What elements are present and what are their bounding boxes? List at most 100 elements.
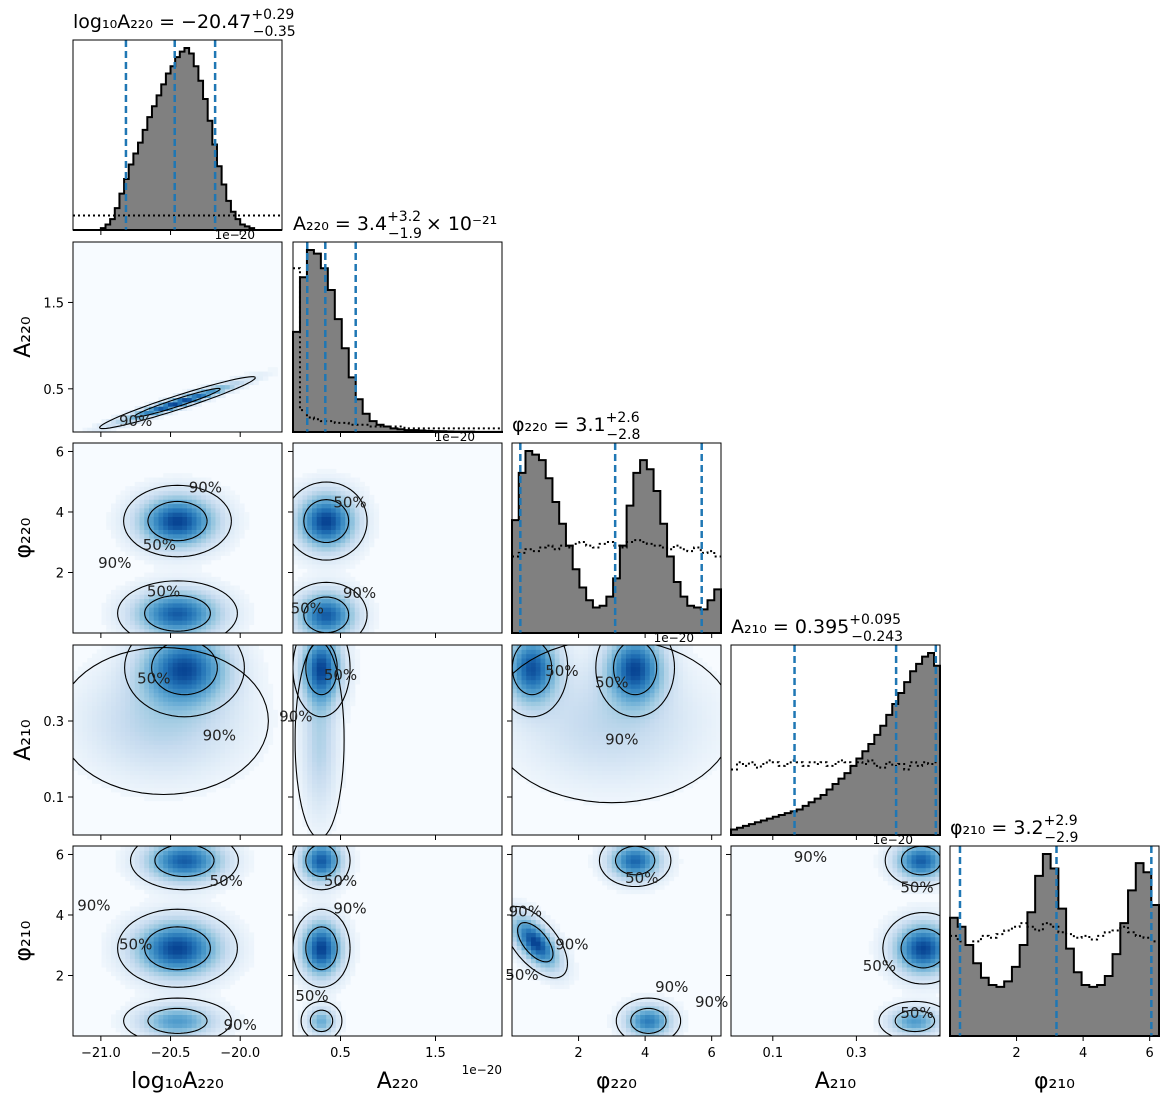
- density-cell: [545, 714, 551, 720]
- density-cell: [364, 598, 370, 604]
- density-cell: [535, 718, 542, 724]
- density-cell: [106, 770, 112, 776]
- density-cell: [196, 696, 202, 702]
- density-cell: [172, 559, 179, 565]
- density-cell: [578, 692, 584, 698]
- density-cell: [244, 744, 250, 750]
- density-cell: [630, 718, 637, 724]
- density-cell: [87, 679, 93, 685]
- density-cell: [158, 714, 164, 720]
- density-cell: [177, 393, 183, 399]
- density-cell: [158, 765, 164, 771]
- density-cell: [77, 731, 84, 737]
- density-cell: [106, 740, 112, 745]
- density-cell: [177, 662, 183, 668]
- density-cell: [215, 679, 221, 685]
- density-cell: [673, 666, 679, 672]
- density-cell: [158, 670, 164, 676]
- density-cell: [177, 701, 183, 707]
- density-cell: [302, 735, 308, 741]
- density-cell: [153, 722, 160, 728]
- density-cell: [130, 701, 136, 707]
- density-cell: [297, 602, 304, 608]
- density-cell: [630, 765, 637, 771]
- density-cell: [134, 598, 141, 604]
- density-cell: [220, 546, 226, 552]
- density-cell: [168, 748, 174, 754]
- density-cell: [210, 692, 217, 698]
- density-cell: [364, 589, 370, 595]
- density-cell: [149, 503, 155, 509]
- density-cell: [316, 783, 323, 789]
- density-cell: [196, 581, 202, 587]
- density-cell: [125, 486, 131, 492]
- density-cell: [645, 701, 651, 707]
- density-cell: [120, 414, 126, 420]
- density-cell: [345, 701, 351, 707]
- density-cell: [611, 735, 618, 741]
- density-cell: [645, 683, 651, 689]
- density-cell: [335, 585, 342, 591]
- density-cell: [645, 735, 651, 741]
- density-cell: [297, 525, 304, 530]
- density-cell: [158, 555, 164, 561]
- density-cell: [182, 666, 188, 672]
- density-cell: [307, 494, 313, 500]
- density-cell: [177, 757, 183, 763]
- density-cell: [512, 744, 518, 750]
- density-cell: [134, 628, 141, 633]
- density-cell: [569, 679, 575, 685]
- density-cell: [630, 774, 637, 780]
- density-cell: [130, 585, 136, 591]
- density-cell: [177, 748, 183, 754]
- density-cell: [239, 765, 245, 771]
- density-cell: [321, 563, 327, 569]
- density-cell: [664, 645, 670, 650]
- density-cell: [225, 662, 231, 668]
- density-cell: [163, 494, 169, 500]
- density-cell: [229, 722, 236, 728]
- density-cell: [139, 670, 145, 676]
- density-cell: [96, 761, 103, 767]
- density-cell: [134, 778, 141, 784]
- posterior-histogram: [73, 47, 282, 231]
- density-cell: [697, 765, 703, 771]
- density-cell: [239, 384, 245, 390]
- density-cell: [607, 774, 613, 780]
- density-cell: [335, 670, 342, 676]
- density-cell: [516, 727, 523, 732]
- density-cell: [654, 757, 660, 763]
- density-cell: [316, 507, 323, 513]
- density-cell: [220, 752, 226, 758]
- density-cell: [316, 538, 323, 543]
- density-cell: [611, 662, 618, 668]
- density-cell: [369, 628, 375, 633]
- density-cell: [559, 727, 565, 732]
- density-cell: [210, 507, 217, 513]
- density-cell: [244, 620, 250, 625]
- density-cell: [607, 666, 613, 672]
- density-cell: [149, 410, 155, 416]
- density-field: [293, 645, 502, 835]
- density-cell: [144, 778, 150, 784]
- density-cell: [331, 783, 337, 789]
- density-cell: [111, 692, 117, 698]
- density-cell: [248, 666, 255, 672]
- panel-frame: [949, 845, 1160, 1037]
- density-cell: [182, 507, 188, 513]
- density-cell: [645, 761, 651, 767]
- density-cell: [77, 701, 84, 707]
- density-cell: [645, 662, 651, 668]
- density-cell: [297, 714, 304, 720]
- density-cell: [302, 761, 308, 767]
- density-cell: [191, 783, 198, 789]
- density-cell: [573, 778, 580, 784]
- density-cell: [253, 709, 259, 715]
- density-cell: [87, 722, 93, 728]
- density-cell: [326, 826, 332, 832]
- density-cell: [229, 507, 236, 513]
- density-cell: [340, 653, 346, 659]
- density-cell: [187, 507, 193, 513]
- density-cell: [239, 516, 245, 522]
- density-cell: [134, 589, 141, 595]
